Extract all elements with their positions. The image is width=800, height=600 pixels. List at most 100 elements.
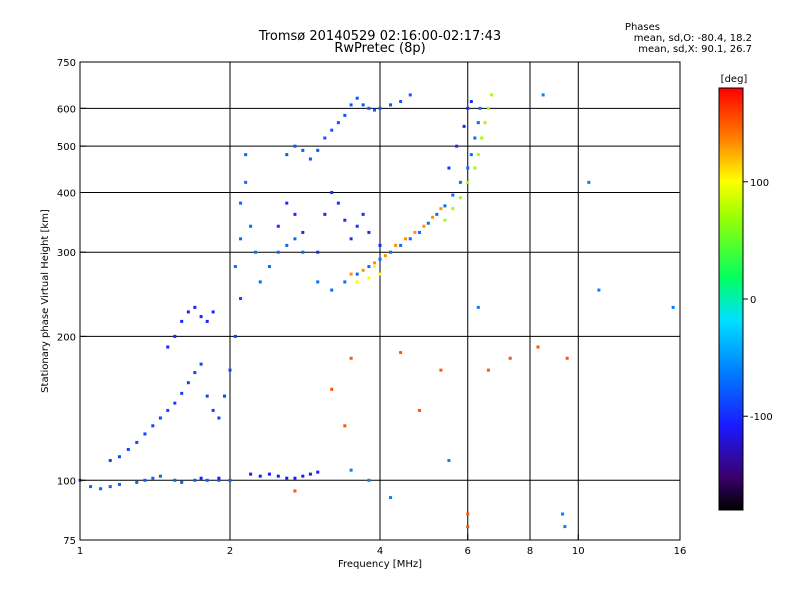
data-point — [151, 424, 155, 428]
data-point — [217, 416, 221, 420]
data-point — [343, 280, 347, 284]
data-point — [435, 212, 439, 216]
y-tick-label: 750 — [57, 58, 76, 69]
data-point — [443, 218, 447, 222]
data-point — [301, 230, 305, 234]
data-point — [563, 525, 567, 529]
data-point — [447, 458, 451, 462]
data-point — [361, 268, 365, 272]
data-point — [285, 243, 289, 247]
data-point — [258, 474, 262, 478]
data-point — [249, 472, 253, 476]
data-point — [389, 496, 393, 500]
x-tick-label: 10 — [572, 546, 585, 557]
data-point — [367, 265, 371, 269]
data-point — [565, 356, 569, 360]
data-point — [276, 250, 280, 254]
data-point — [349, 103, 353, 107]
data-point — [561, 512, 565, 516]
data-point — [180, 319, 184, 323]
data-point — [180, 480, 184, 484]
y-tick-label: 200 — [57, 332, 76, 343]
data-point — [330, 288, 334, 292]
data-point — [541, 93, 545, 97]
data-point — [469, 100, 473, 104]
x-tick-label: 6 — [465, 546, 471, 557]
data-point — [135, 480, 139, 484]
data-point — [293, 489, 297, 493]
data-point — [293, 237, 297, 241]
data-point — [597, 288, 601, 292]
data-point — [151, 476, 155, 480]
data-point — [408, 237, 412, 241]
data-point — [239, 201, 243, 205]
data-point — [473, 166, 477, 170]
data-point — [186, 310, 190, 314]
data-point — [308, 472, 312, 476]
data-point — [199, 362, 203, 366]
y-tick-label: 500 — [57, 142, 76, 153]
data-point — [126, 447, 130, 451]
data-point — [267, 265, 271, 269]
data-point — [355, 224, 359, 228]
x-tick-label: 8 — [527, 546, 533, 557]
data-point — [355, 96, 359, 100]
x-tick-label: 4 — [377, 546, 383, 557]
data-point — [458, 196, 462, 200]
data-point — [469, 153, 473, 157]
data-point — [413, 230, 417, 234]
data-point — [158, 474, 162, 478]
colorbar-unit-label: [deg] — [721, 74, 748, 85]
data-point — [378, 272, 382, 276]
data-point — [486, 368, 490, 372]
data-point — [211, 310, 215, 314]
data-point — [308, 157, 312, 161]
data-point — [99, 487, 103, 491]
data-point — [443, 204, 447, 208]
data-point — [383, 254, 387, 258]
y-tick-label: 100 — [57, 476, 76, 487]
y-tick-label: 300 — [57, 248, 76, 259]
data-point — [378, 106, 382, 110]
data-point — [389, 250, 393, 254]
data-point — [244, 153, 248, 157]
data-point — [367, 478, 371, 482]
data-point — [439, 368, 443, 372]
data-point — [349, 272, 353, 276]
data-point — [253, 250, 257, 254]
data-point — [417, 230, 421, 234]
data-point — [343, 424, 347, 428]
data-point — [258, 280, 262, 284]
data-point — [301, 148, 305, 152]
data-point — [193, 305, 197, 309]
data-point — [193, 478, 197, 482]
data-point — [330, 128, 334, 132]
data-point — [367, 276, 371, 280]
data-point — [293, 212, 297, 216]
data-point — [316, 470, 320, 474]
data-point — [587, 180, 591, 184]
data-point — [173, 401, 177, 405]
data-point — [466, 512, 470, 516]
y-axis-label: Stationary phase Virtual Height [km] — [40, 209, 51, 393]
data-point — [361, 103, 365, 107]
data-point — [211, 408, 215, 412]
data-point — [89, 485, 93, 489]
data-point — [355, 272, 359, 276]
data-point — [466, 166, 470, 170]
data-point — [373, 265, 377, 269]
data-point — [336, 201, 340, 205]
data-point — [205, 478, 209, 482]
data-point — [408, 93, 412, 97]
data-point — [180, 391, 184, 395]
phases-x-stats: mean, sd,X: 90.1, 26.7 — [638, 44, 752, 55]
data-point — [108, 458, 112, 462]
data-point — [466, 180, 470, 184]
data-point — [455, 144, 459, 148]
data-point — [323, 136, 327, 140]
data-point — [223, 394, 227, 398]
data-point — [330, 190, 334, 194]
data-point — [536, 345, 540, 349]
data-point — [417, 408, 421, 412]
data-point — [233, 265, 237, 269]
